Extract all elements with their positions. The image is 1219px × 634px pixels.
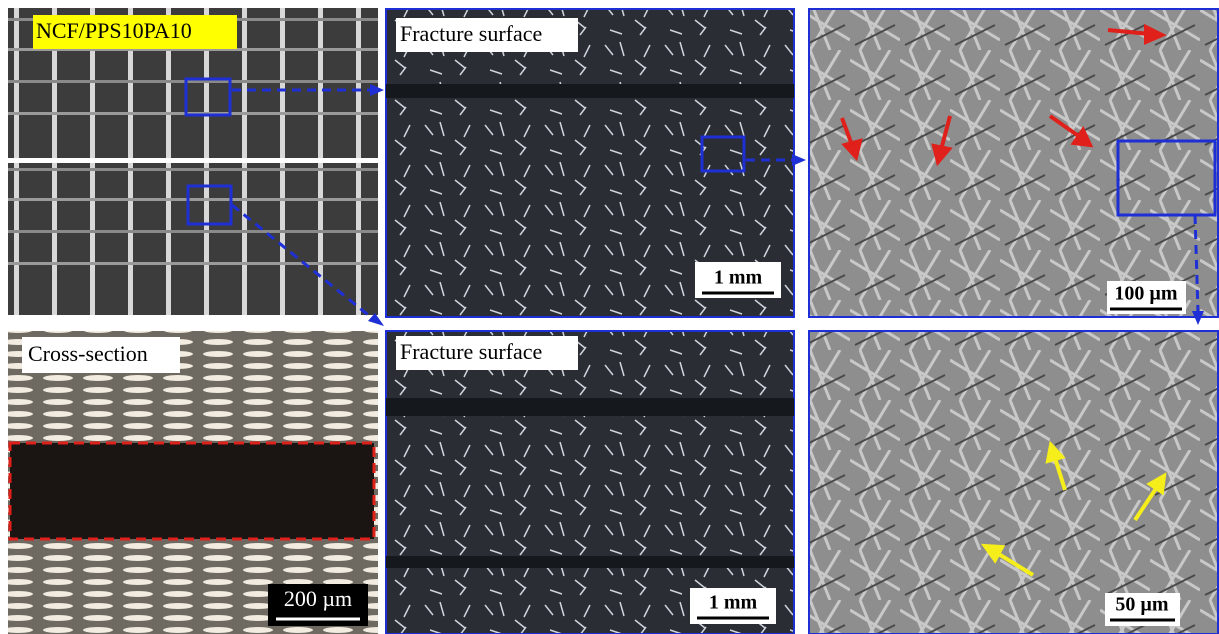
scale-bar-label: 50 µm (1115, 594, 1169, 616)
scale-bar-label: 200 µm (284, 586, 352, 611)
panel-label: Fracture surface (400, 339, 542, 364)
page: NCF/PPS10PA10 Fracture surface 1 mm 100 … (0, 0, 1219, 634)
tow (386, 84, 794, 98)
scale-bar-label: 1 mm (714, 267, 763, 289)
sem-image (809, 9, 1218, 317)
tow (386, 398, 794, 416)
tow (386, 556, 794, 568)
panel-label: Fracture surface (400, 21, 542, 46)
figure: NCF/PPS10PA10 Fracture surface 1 mm 100 … (0, 0, 1219, 634)
scale-bar-label: 100 µm (1114, 283, 1178, 305)
panel-label: Cross-section (28, 341, 148, 366)
void (10, 443, 374, 539)
scale-bar-label: 1 mm (709, 592, 758, 614)
panel-label: NCF/PPS10PA10 (36, 18, 192, 43)
